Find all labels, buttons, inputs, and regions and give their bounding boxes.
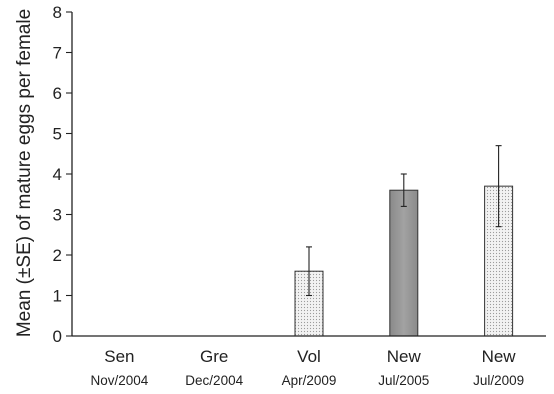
x-category-label: New	[387, 347, 422, 366]
x-axis-labels: Sen Nov/2004 Gre Dec/2004 Vol Apr/2009 New Jul/…	[91, 347, 525, 388]
y-tick-label: 8	[53, 3, 62, 22]
x-category-label: Vol	[297, 347, 321, 366]
y-axis-label: Mean (±SE) of mature eggs per female	[14, 9, 35, 337]
y-tick-label: 4	[53, 165, 62, 184]
x-category-sublabel: Jul/2005	[378, 373, 429, 388]
x-category-label: New	[482, 347, 517, 366]
y-tick-label: 3	[53, 206, 62, 225]
x-category-sublabel: Apr/2009	[282, 373, 337, 388]
x-category-sublabel: Jul/2009	[473, 373, 524, 388]
x-category-sublabel: Dec/2004	[185, 373, 243, 388]
y-tick-label: 7	[53, 44, 62, 63]
bars	[294, 145, 514, 337]
y-tick-label: 0	[53, 327, 62, 346]
x-category-label: Sen	[104, 347, 134, 366]
bar	[389, 189, 419, 337]
y-tick-label: 6	[53, 84, 62, 103]
y-tick-label: 5	[53, 125, 62, 144]
y-tick-label: 2	[53, 246, 62, 265]
y-tick-label: 1	[53, 287, 62, 306]
x-category-sublabel: Nov/2004	[91, 373, 149, 388]
y-axis-ticks: 0 1 2 3 4 5 6 7 8	[53, 3, 72, 346]
x-category-label: Gre	[200, 347, 228, 366]
